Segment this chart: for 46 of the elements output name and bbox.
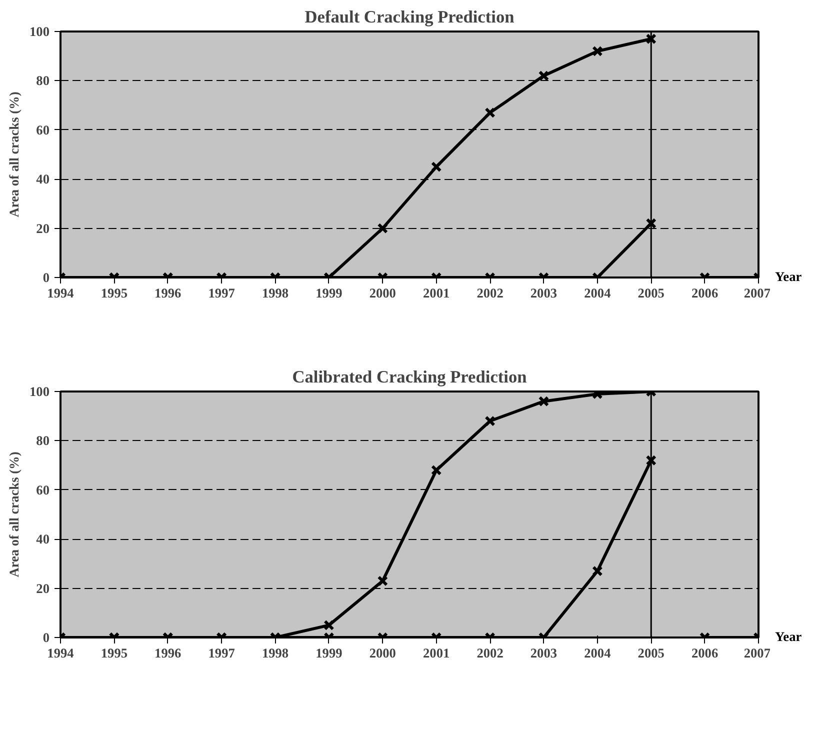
x-tick-label: 2001 xyxy=(423,646,450,660)
y-tick-label: 0 xyxy=(42,630,50,645)
x-tick-label: 2005 xyxy=(638,286,665,300)
x-tick-label: 1996 xyxy=(154,286,182,300)
chart-title: Default Cracking Prediction xyxy=(304,8,515,26)
x-tick-label: 2003 xyxy=(530,646,558,660)
y-tick-label: 20 xyxy=(36,580,50,596)
x-tick-label: 1998 xyxy=(262,286,289,300)
x-tick-label: 1994 xyxy=(47,646,74,660)
y-tick-label: 80 xyxy=(36,433,50,448)
x-tick-label: 1997 xyxy=(208,286,236,300)
x-tick-label: 1996 xyxy=(154,646,182,660)
x-tick-label: 1994 xyxy=(47,286,74,300)
x-tick-label: 1999 xyxy=(316,646,343,660)
x-tick-label: 1995 xyxy=(100,286,128,300)
x-tick-label: 2004 xyxy=(584,286,612,300)
x-tick-label: 2005 xyxy=(638,646,665,660)
y-tick-label: 60 xyxy=(36,122,50,138)
x-tick-label: 1997 xyxy=(208,646,236,660)
y-tick-label: 100 xyxy=(30,384,50,399)
y-tick-label: 0 xyxy=(42,270,50,285)
x-tick-label: 2001 xyxy=(423,286,450,300)
y-tick-label: 40 xyxy=(36,172,50,187)
x-axis-title: Year xyxy=(775,628,802,646)
y-tick-label: 40 xyxy=(36,532,50,547)
x-tick-label: 1995 xyxy=(100,646,128,660)
y-axis-title: Area of all cracks (%) xyxy=(6,92,22,218)
y-tick-label: 60 xyxy=(36,482,50,498)
x-tick-label: 2007 xyxy=(744,646,771,660)
y-tick-label: 80 xyxy=(36,73,50,88)
x-axis-title: Year xyxy=(775,268,802,286)
x-tick-label: 2006 xyxy=(691,286,718,300)
x-tick-label: 2002 xyxy=(476,646,504,660)
chart-title: Calibrated Cracking Prediction xyxy=(292,368,528,386)
y-axis-title: Area of all cracks (%) xyxy=(6,452,22,578)
x-tick-label: 2007 xyxy=(744,286,771,300)
y-tick-label: 100 xyxy=(30,24,50,39)
x-tick-label: 2002 xyxy=(476,286,504,300)
x-tick-label: 2000 xyxy=(369,646,396,660)
x-tick-label: 2006 xyxy=(691,646,718,660)
x-tick-label: 1998 xyxy=(262,646,289,660)
x-tick-label: 1999 xyxy=(316,286,343,300)
y-tick-label: 20 xyxy=(36,220,50,236)
x-tick-label: 2004 xyxy=(584,646,612,660)
x-tick-label: 2000 xyxy=(369,286,396,300)
x-tick-label: 2003 xyxy=(530,286,558,300)
